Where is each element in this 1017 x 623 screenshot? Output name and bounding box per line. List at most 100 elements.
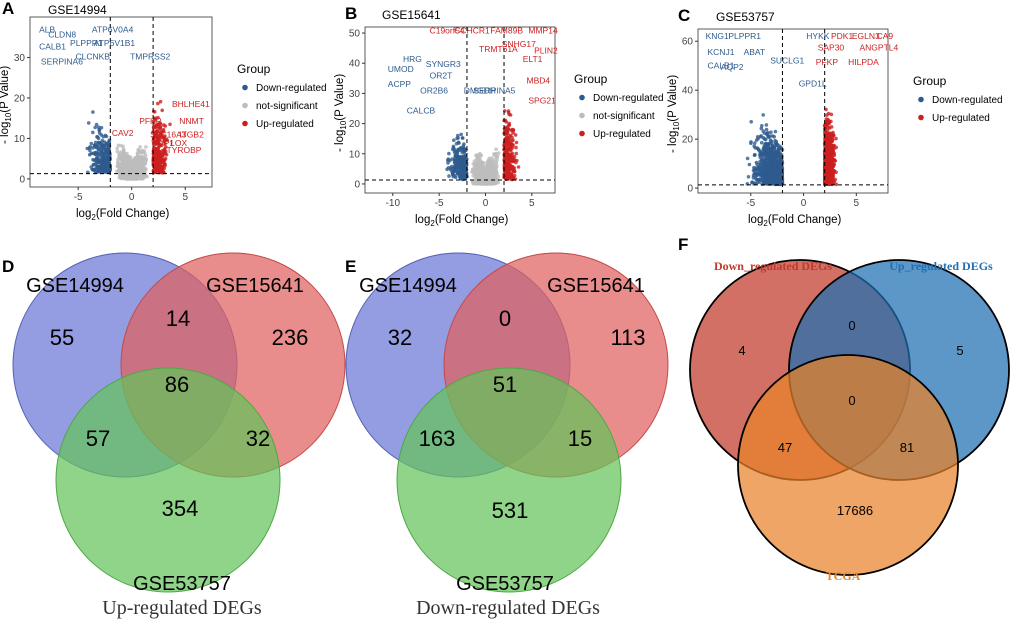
gene-label-down: CALCB [407, 105, 436, 115]
gene-label-up: LOX [170, 138, 187, 148]
data-point [481, 175, 486, 179]
gene-label-down: CLDN8 [48, 29, 76, 39]
data-point [155, 155, 159, 160]
data-point [461, 163, 465, 168]
gene-label-down: UMOD [388, 64, 414, 74]
data-point [103, 161, 107, 165]
data-point [152, 110, 157, 114]
data-point [162, 136, 167, 141]
data-point [89, 141, 94, 146]
data-point [106, 151, 110, 156]
data-point [101, 151, 105, 156]
data-point [116, 157, 120, 162]
data-point [475, 181, 480, 185]
data-point [504, 134, 509, 138]
data-point [478, 161, 482, 165]
dataset-title: GSE53757 [716, 10, 775, 24]
data-point [92, 167, 96, 172]
data-point [770, 143, 775, 148]
data-point [758, 134, 763, 139]
data-point [88, 145, 92, 149]
data-point [129, 164, 134, 168]
gene-label-down: CLCNKB [76, 52, 111, 62]
data-point [777, 147, 781, 151]
data-point [159, 143, 164, 148]
data-point [87, 152, 92, 157]
data-point [514, 151, 519, 156]
y-axis-title: - log10(P Value) [0, 66, 13, 144]
data-point [135, 152, 140, 157]
gene-label-down: TMPRSS2 [130, 52, 170, 62]
legend-swatch [579, 94, 585, 101]
data-point [764, 162, 769, 166]
data-point [765, 180, 769, 184]
data-point [116, 164, 121, 169]
data-point [475, 153, 480, 157]
legend-label: Down-regulated [593, 93, 664, 104]
data-point [156, 166, 160, 171]
data-point [480, 181, 485, 186]
data-point [768, 138, 773, 142]
data-point [155, 137, 160, 141]
data-point [156, 115, 160, 120]
data-point [492, 175, 497, 179]
data-point [778, 177, 782, 182]
gene-label-up: ELT1 [523, 54, 543, 64]
legend-title: Group [237, 62, 271, 76]
data-point [505, 127, 510, 132]
data-point [761, 165, 766, 170]
data-point [756, 146, 760, 151]
data-point [771, 158, 775, 162]
data-point [764, 123, 769, 127]
data-point [121, 147, 126, 151]
gene-label-up: ITGB2 [179, 130, 204, 140]
data-point [164, 152, 169, 157]
gene-label-down: ALB [39, 24, 55, 34]
data-point [487, 156, 492, 161]
y-tick-label: 10 [349, 149, 361, 160]
legend-title: Group [574, 72, 608, 86]
gene-label-up: NNMT [179, 116, 204, 126]
data-point [105, 156, 110, 160]
y-tick-label: 20 [349, 119, 361, 130]
data-point [450, 157, 454, 161]
data-point [101, 134, 106, 139]
data-point [747, 162, 752, 167]
data-point [774, 143, 779, 147]
data-point [769, 130, 773, 134]
data-point [508, 174, 512, 178]
data-point [753, 152, 757, 157]
data-point [504, 147, 509, 152]
data-point [452, 164, 457, 169]
y-axis-title: - log10(P Value) [334, 74, 348, 152]
data-point [159, 133, 163, 138]
data-point [120, 164, 125, 169]
data-point [765, 131, 769, 136]
y-tick-label: 20 [14, 93, 26, 104]
data-point [117, 152, 121, 156]
data-point [133, 156, 137, 161]
legend-label: Down-regulated [256, 83, 327, 94]
data-point [462, 142, 466, 146]
gene-label-up: SPG21 [528, 95, 556, 105]
data-point [514, 145, 518, 150]
data-point [506, 167, 510, 171]
data-point [511, 128, 516, 133]
data-point [160, 157, 165, 162]
data-point [115, 149, 120, 154]
data-point [494, 161, 499, 165]
data-point [513, 133, 518, 137]
data-point [91, 157, 95, 162]
gene-label-down: SERPINA6 [41, 57, 83, 67]
data-point [753, 141, 757, 145]
legend-label: Up-regulated [256, 119, 314, 130]
data-point [455, 150, 459, 155]
data-point [158, 99, 163, 104]
data-point [95, 165, 100, 169]
data-point [456, 133, 460, 138]
data-point [752, 165, 756, 170]
legend-swatch [242, 120, 248, 127]
gene-label-up: TYROBP [167, 145, 202, 155]
